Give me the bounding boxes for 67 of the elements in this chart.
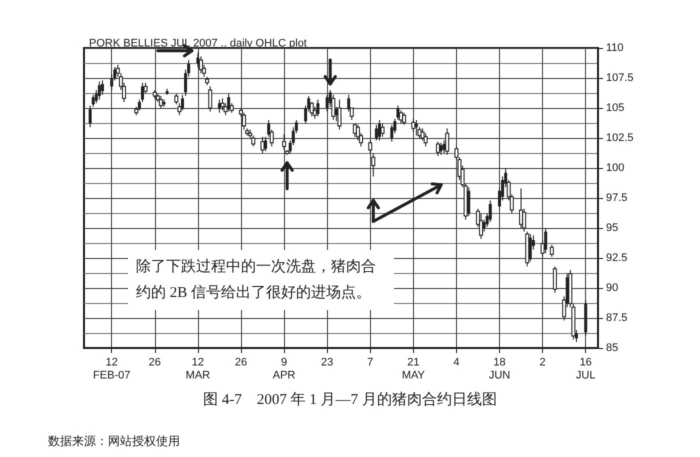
y-tick-label: 102.5 (606, 132, 634, 144)
candlestick (467, 186, 470, 216)
x-tick-label: 2 (540, 356, 546, 368)
candlestick (371, 153, 376, 177)
candlestick (227, 93, 230, 112)
candlestick (260, 136, 265, 154)
candlestick (396, 105, 400, 120)
x-tick-label: 21 MAY (402, 356, 426, 382)
candlestick (220, 98, 225, 111)
candlestick (326, 94, 329, 112)
candlestick (158, 96, 163, 108)
y-tick-label: 100 (606, 162, 624, 174)
candlestick (436, 141, 440, 156)
candlestick (337, 99, 342, 130)
y-tick-label: 97.5 (606, 192, 628, 204)
candlestick (374, 124, 378, 141)
candlestick (331, 94, 336, 120)
candlestick (402, 112, 406, 126)
x-tick-label: 12 FEB-07 (93, 356, 130, 382)
candlestick (92, 94, 95, 108)
x-tick-label: 18 JUN (488, 356, 510, 382)
candlestick (445, 128, 450, 156)
candlestick (208, 86, 212, 112)
candlestick (380, 123, 385, 138)
y-tick-label: 105 (606, 102, 624, 114)
candlestick (552, 266, 557, 294)
chart-title: PORK BELLIES JUL 2007 .. daily OHLC plot (89, 38, 307, 50)
x-tick-label: 7 (367, 356, 374, 368)
candlestick (282, 134, 286, 150)
x-tick-label: 26 (234, 356, 248, 368)
x-tick-label: 9 APR (272, 356, 296, 382)
candlestick (550, 244, 554, 258)
candlestick (198, 56, 203, 74)
candlestick (174, 93, 178, 105)
x-tick-label: 4 (453, 356, 460, 368)
y-tick-label: 92.5 (606, 252, 628, 264)
y-tick-label: 90 (606, 282, 618, 294)
candlestick (544, 228, 548, 254)
y-tick-label: 85 (606, 342, 618, 354)
candlestick (242, 112, 246, 130)
candlestick (368, 140, 372, 154)
candlestick (378, 120, 381, 141)
candlestick (264, 136, 268, 152)
candlestick (411, 118, 416, 132)
y-tick-label: 110 (606, 42, 624, 54)
candlestick (479, 213, 484, 240)
source-note: 数据来源：网站授权使用 (48, 434, 180, 448)
candlestick (414, 120, 418, 136)
x-tick-label: 26 (148, 356, 161, 368)
candlestick (100, 80, 104, 96)
candlestick (88, 105, 92, 128)
y-tick-label: 107.5 (606, 72, 634, 84)
candlestick (528, 234, 532, 262)
candlestick (424, 132, 428, 147)
candlestick (98, 81, 101, 100)
candlestick (180, 94, 184, 111)
x-tick-label: 16 JUL (576, 356, 596, 382)
candlestick (140, 82, 144, 102)
y-tick-label: 87.5 (606, 312, 628, 324)
annotation: 除了下跌过程中的一次洗盘，猪肉合约的 2B 信号给出了很好的进场点。 (136, 258, 376, 301)
candlestick (440, 142, 443, 156)
x-tick-label: 12 MAR (186, 356, 210, 382)
candlestick (138, 99, 141, 111)
y-tick-label: 95 (606, 222, 618, 234)
x-tick-label: 23 (321, 356, 334, 368)
candlestick (316, 99, 320, 117)
caption: 图 4-7 2007 年 1 月—7 月的猪肉合约日线图 (203, 391, 497, 408)
